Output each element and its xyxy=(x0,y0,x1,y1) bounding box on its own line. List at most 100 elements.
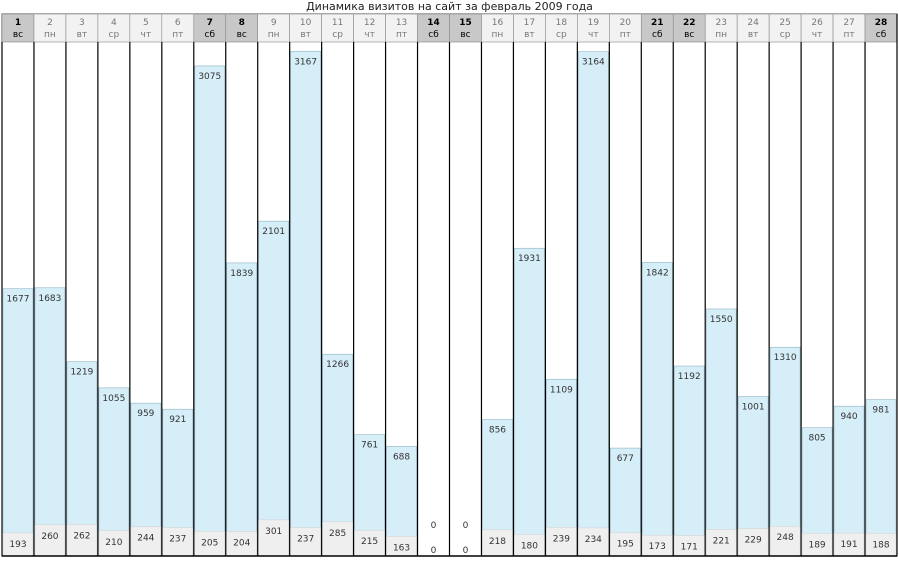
weekday-label: чт xyxy=(364,30,375,40)
hosts-value-label: 244 xyxy=(137,534,154,544)
visits-value-label: 761 xyxy=(361,441,378,451)
day-number-label: 6 xyxy=(175,18,181,28)
hosts-bar xyxy=(705,529,737,557)
visits-bar xyxy=(705,308,737,557)
day-number-label: 27 xyxy=(843,18,854,28)
weekday-label: сб xyxy=(652,30,663,40)
visits-value-label: 1677 xyxy=(7,295,30,305)
visits-bar xyxy=(833,405,865,557)
hosts-value-label: 193 xyxy=(9,540,26,550)
hosts-value-label: 0 xyxy=(463,546,469,556)
day-number-label: 8 xyxy=(239,18,245,28)
weekday-label: вс xyxy=(684,30,694,40)
hosts-value-label: 210 xyxy=(105,538,122,548)
day-number-label: 20 xyxy=(620,18,632,28)
day-header-10 xyxy=(289,13,322,43)
weekday-label: вт xyxy=(524,30,535,40)
hosts-value-label: 262 xyxy=(73,532,90,542)
weekday-label: чт xyxy=(588,30,599,40)
visits-value-label: 1842 xyxy=(646,268,669,278)
hosts-bar xyxy=(226,531,257,557)
day-number-label: 14 xyxy=(427,18,440,28)
day-header-15 xyxy=(449,13,482,43)
visits-value-label: 856 xyxy=(489,426,506,436)
visits-value-label: 921 xyxy=(169,415,186,425)
weekday-label: пн xyxy=(268,30,280,40)
weekday-label: вс xyxy=(460,30,470,40)
hosts-value-label: 218 xyxy=(489,537,506,547)
day-header-16 xyxy=(481,13,514,43)
day-number-label: 22 xyxy=(683,18,696,28)
day-header-17 xyxy=(513,13,546,43)
day-header-25 xyxy=(768,13,802,43)
hosts-value-label: 195 xyxy=(617,540,634,550)
visits-value-label: 3075 xyxy=(198,72,221,82)
hosts-bar xyxy=(130,526,162,557)
hosts-bar xyxy=(194,531,226,557)
visits-value-label: 3164 xyxy=(582,58,605,68)
hosts-value-label: 0 xyxy=(431,546,437,556)
hosts-value-label: 180 xyxy=(521,541,538,551)
weekday-label: чт xyxy=(812,30,823,40)
hosts-value-label: 189 xyxy=(808,540,825,550)
hosts-value-label: 260 xyxy=(41,532,58,542)
day-number-label: 25 xyxy=(779,18,790,28)
hosts-bar xyxy=(482,529,513,557)
hosts-value-label: 239 xyxy=(553,534,570,544)
day-number-label: 3 xyxy=(79,18,85,28)
weekday-label: пт xyxy=(396,30,407,40)
weekday-label: сб xyxy=(205,30,216,40)
hosts-bar xyxy=(258,519,289,557)
hosts-value-label: 234 xyxy=(585,535,602,545)
day-header-23 xyxy=(704,13,738,43)
visits-value-label: 1839 xyxy=(230,269,253,279)
day-header-8 xyxy=(225,13,259,43)
day-number-label: 9 xyxy=(271,18,277,28)
day-number-label: 19 xyxy=(588,18,600,28)
day-number-label: 11 xyxy=(332,18,343,28)
day-header-14 xyxy=(417,13,450,43)
weekday-label: вт xyxy=(748,30,759,40)
hosts-value-label: 173 xyxy=(649,542,666,552)
day-number-label: 15 xyxy=(459,18,472,28)
visits-value-label: 981 xyxy=(872,406,889,416)
hosts-bar xyxy=(737,528,769,557)
visits-value-label: 1550 xyxy=(710,315,733,325)
hosts-bar xyxy=(98,530,130,557)
day-header-28 xyxy=(864,13,898,43)
visits-value-label: 1931 xyxy=(518,254,541,264)
weekday-label: сб xyxy=(876,30,887,40)
visits-value-label: 0 xyxy=(431,521,437,531)
hosts-bar xyxy=(322,521,353,557)
weekday-label: вс xyxy=(237,30,247,40)
weekday-label: ср xyxy=(780,30,791,40)
visits-bar xyxy=(194,65,226,557)
weekday-label: вс xyxy=(13,30,23,40)
weekday-label: чт xyxy=(141,30,152,40)
visits-bar xyxy=(769,346,801,557)
day-number-label: 21 xyxy=(651,18,664,28)
day-number-label: 17 xyxy=(524,18,535,28)
visits-value-label: 1109 xyxy=(550,385,573,395)
visits-bar xyxy=(673,365,705,557)
visits-bar xyxy=(34,287,66,557)
day-number-label: 2 xyxy=(47,18,53,28)
hosts-value-label: 237 xyxy=(169,535,186,545)
hosts-value-label: 301 xyxy=(265,527,282,537)
day-header-5 xyxy=(129,13,163,43)
visits-bar xyxy=(2,288,34,557)
visits-value-label: 677 xyxy=(617,454,634,464)
day-number-label: 7 xyxy=(207,18,213,28)
hosts-value-label: 237 xyxy=(297,535,314,545)
day-number-label: 28 xyxy=(875,18,888,28)
weekday-label: пт xyxy=(172,30,183,40)
hosts-value-label: 221 xyxy=(713,536,730,546)
visits-bar xyxy=(514,247,545,557)
visits-value-label: 1219 xyxy=(70,368,93,378)
visits-value-label: 0 xyxy=(463,521,469,531)
day-number-label: 26 xyxy=(811,18,823,28)
day-number-label: 16 xyxy=(492,18,504,28)
visits-value-label: 1055 xyxy=(102,394,125,404)
weekday-label: пн xyxy=(715,30,727,40)
